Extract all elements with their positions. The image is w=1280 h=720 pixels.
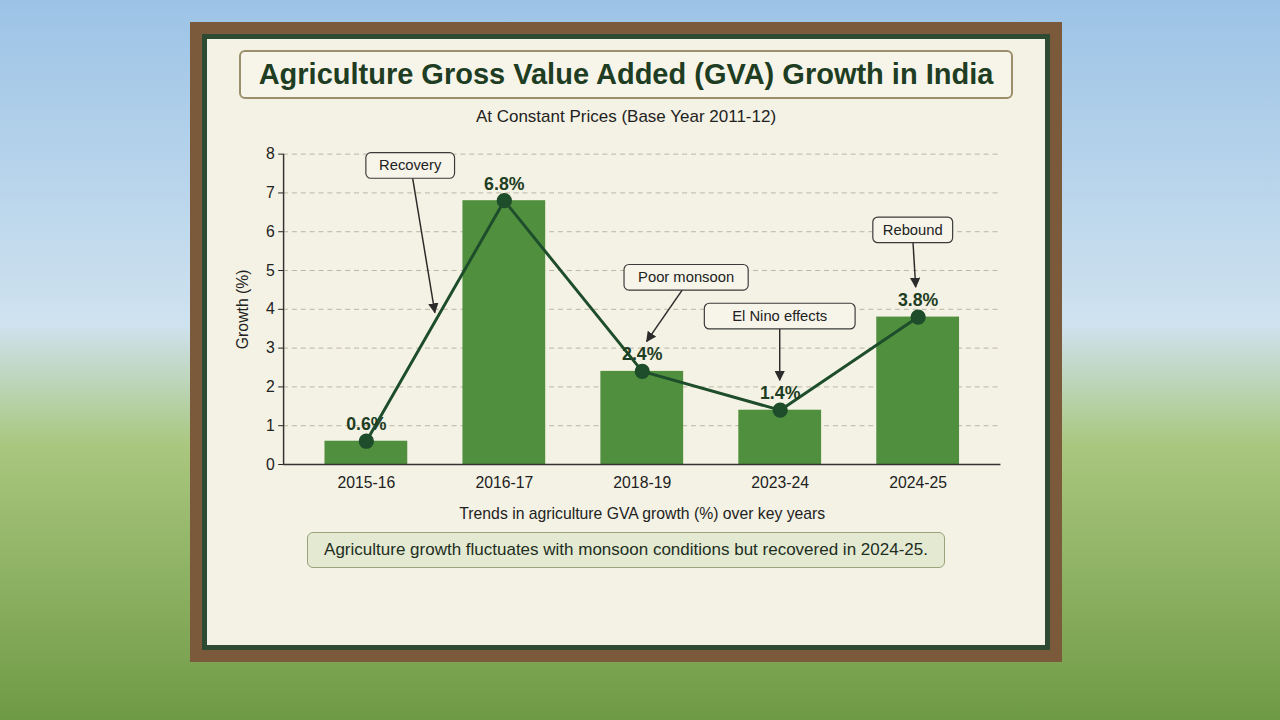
svg-text:2015-16: 2015-16: [337, 474, 395, 491]
svg-text:6.8%: 6.8%: [484, 174, 525, 194]
svg-text:5: 5: [266, 262, 275, 279]
svg-text:2: 2: [266, 378, 275, 395]
html-text:At Constant Prices (Base Year: At Constant Prices (Base Year 2011-12): [475, 107, 777, 126]
svg-text:2024-25: 2024-25: [889, 474, 947, 491]
svg-text:Recovery: Recovery: [379, 157, 442, 173]
svg-text:Growth (%): Growth (%): [233, 269, 250, 349]
svg-text:0: 0: [266, 456, 275, 473]
html-text:Agriculture growth fluctuates: Agriculture growth fluctuates with monso…: [324, 540, 928, 560]
svg-text:2023-24: 2023-24: [751, 474, 809, 491]
svg-text:4: 4: [266, 300, 275, 317]
svg-text:1: 1: [266, 417, 275, 434]
svg-text:2018-19: 2018-19: [613, 474, 671, 491]
html-text:Agriculture Gross Value Added: Agriculture Gross Value Added (GVA) Grow…: [258, 58, 994, 90]
svg-text:Trends in agriculture GVA grow: Trends in agriculture GVA growth (%) ove…: [459, 505, 825, 522]
svg-text:6: 6: [266, 223, 275, 240]
svg-text:1.4%: 1.4%: [760, 383, 801, 403]
svg-text:3.8%: 3.8%: [898, 290, 939, 310]
svg-text:3: 3: [266, 339, 275, 356]
svg-text:2.4%: 2.4%: [622, 344, 663, 364]
svg-text:0.6%: 0.6%: [346, 414, 387, 434]
svg-text:8: 8: [266, 145, 275, 162]
svg-text:El Nino effects: El Nino effects: [732, 308, 827, 324]
svg-text:Rebound: Rebound: [883, 222, 943, 238]
svg-text:Poor monsoon: Poor monsoon: [638, 269, 734, 285]
svg-text:7: 7: [266, 184, 275, 201]
svg-text:2016-17: 2016-17: [475, 474, 533, 491]
